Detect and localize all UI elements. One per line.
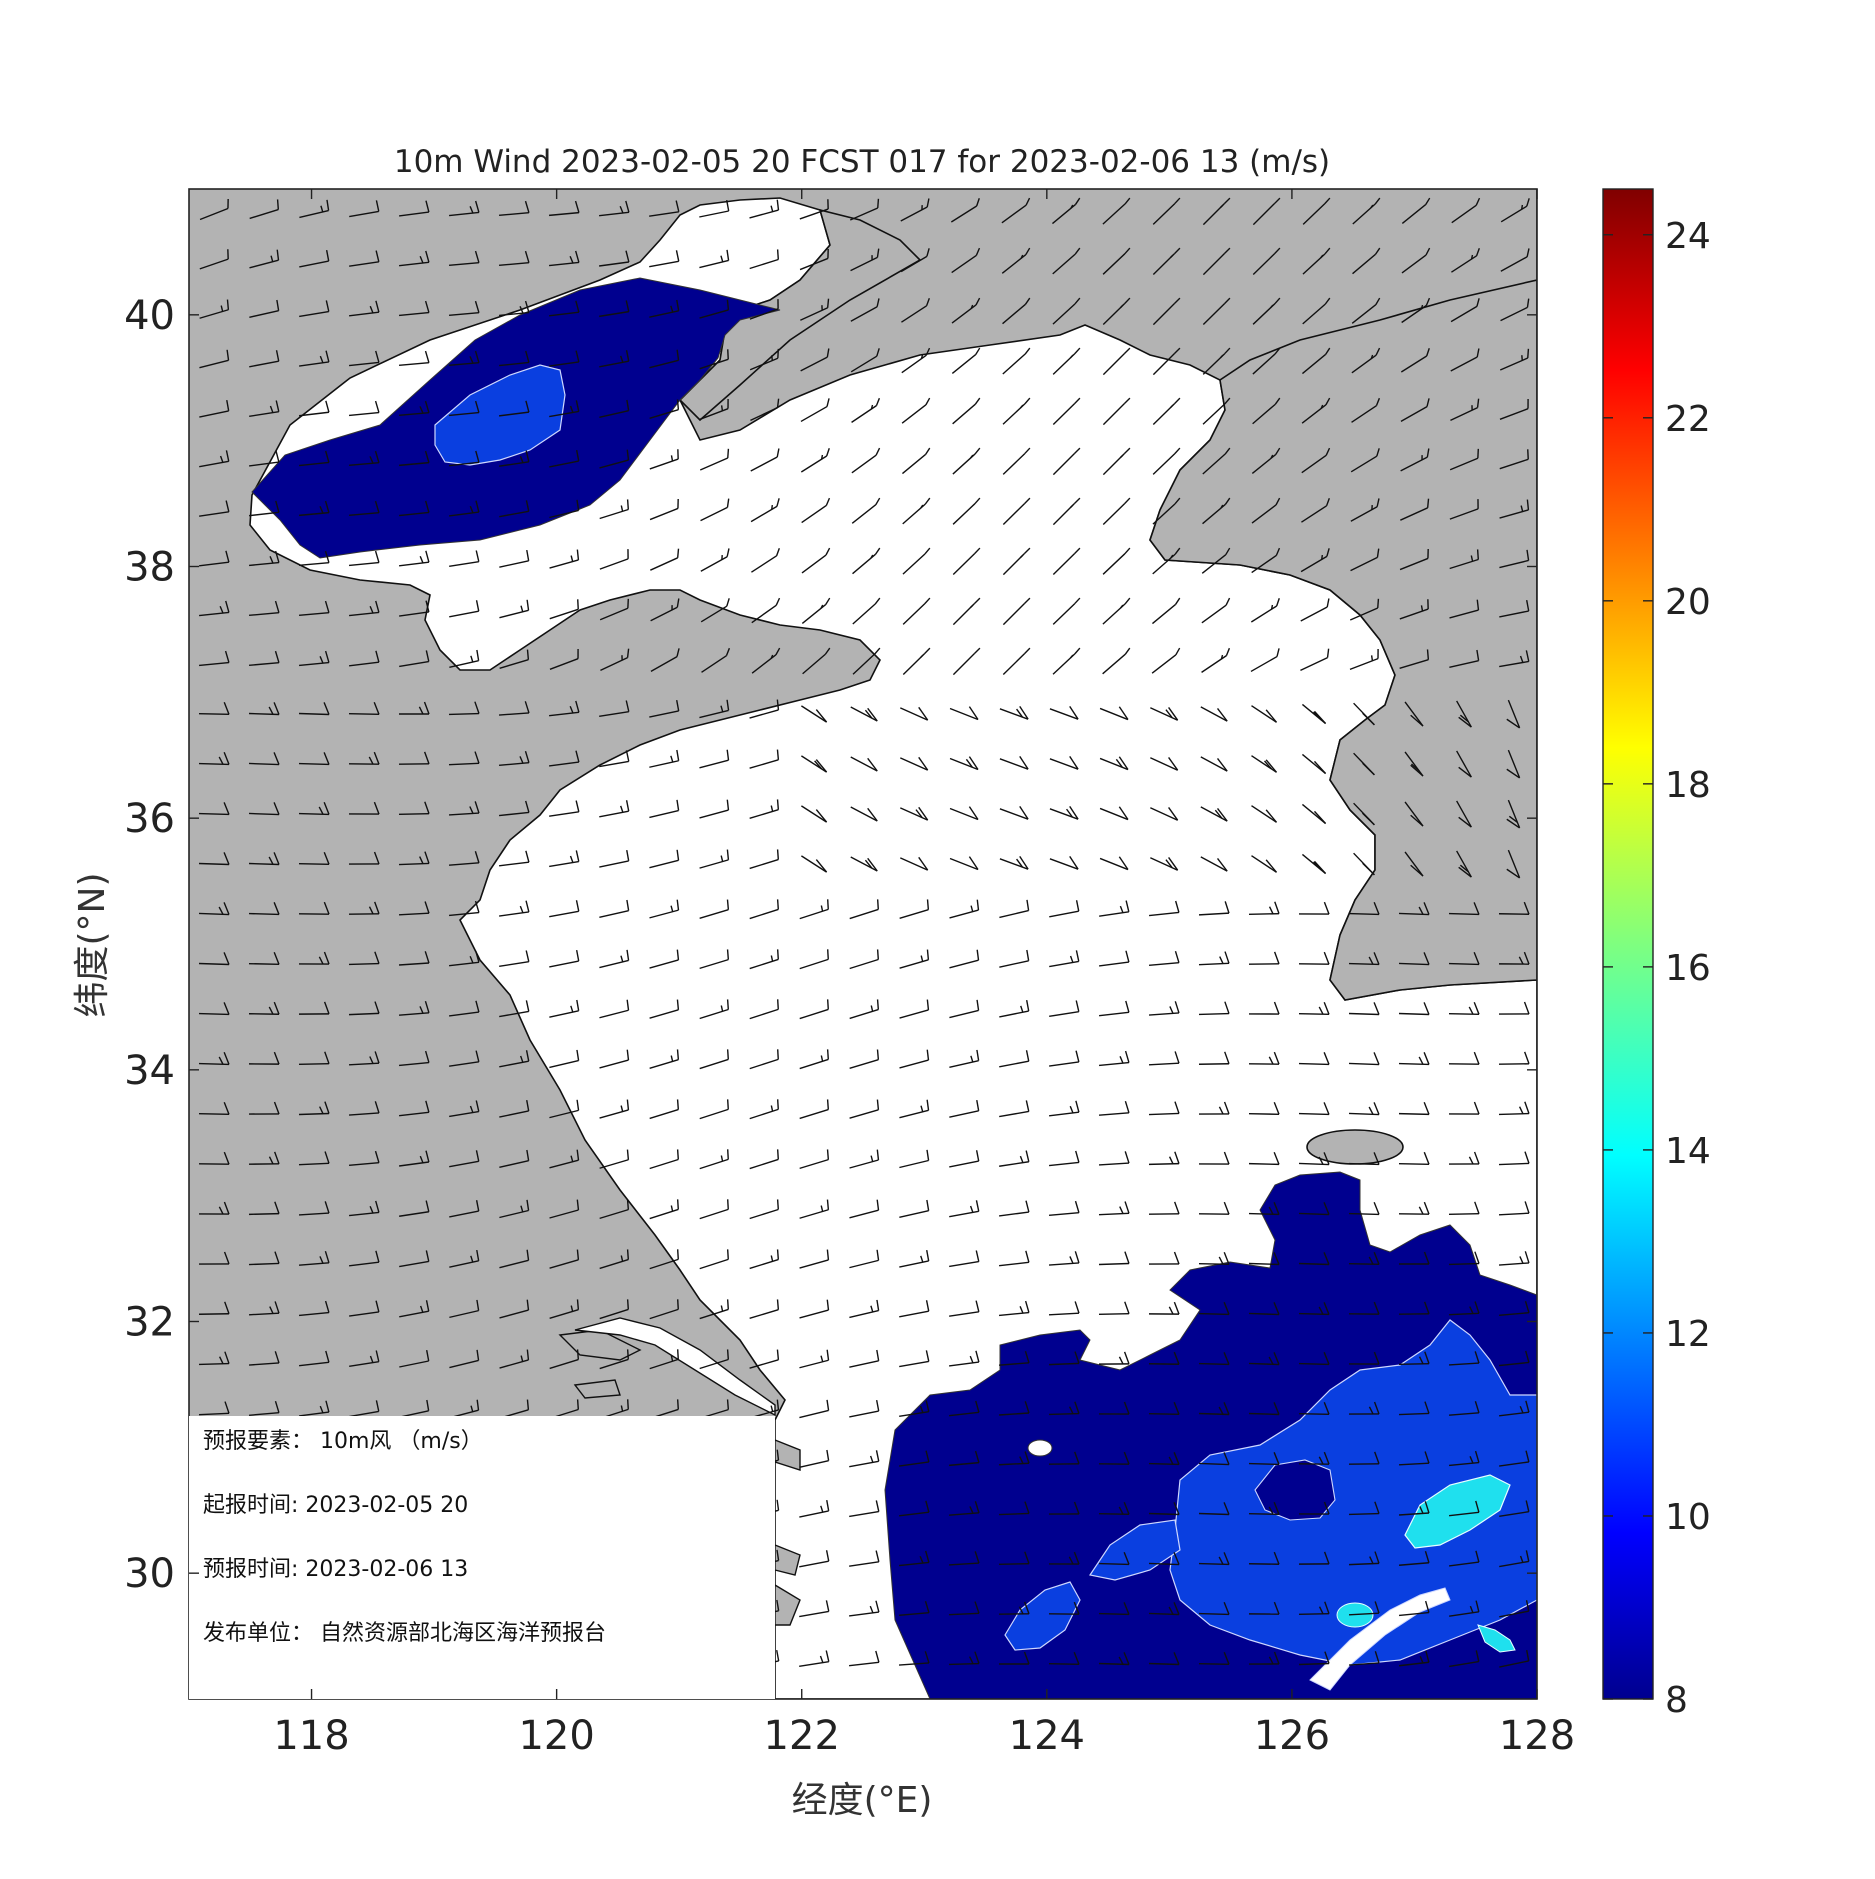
- y-tick-label: 34: [124, 1048, 175, 1094]
- y-axis-label: 纬度(°N): [72, 872, 113, 1017]
- x-tick-label: 118: [273, 1713, 349, 1759]
- colorbar-tick-label: 12: [1665, 1314, 1711, 1355]
- colorbar: 8 10 12 14 16 18 20 22 24: [1603, 189, 1711, 1721]
- y-tick-label: 30: [124, 1551, 175, 1597]
- x-tick-label: 126: [1254, 1713, 1330, 1759]
- colorbar-tick-label: 14: [1665, 1131, 1711, 1172]
- x-axis-label: 经度(°E): [792, 1780, 933, 1821]
- y-tick-label: 38: [124, 545, 175, 591]
- colorbar-ramp: [1603, 189, 1653, 1699]
- info-element: 预报要素： 10m风 （m/s）: [203, 1429, 483, 1454]
- colorbar-tick-label: 24: [1665, 216, 1711, 257]
- colorbar-tick-label: 16: [1665, 948, 1711, 989]
- colorbar-tick-label: 8: [1665, 1680, 1688, 1721]
- y-tick-label: 36: [124, 796, 175, 842]
- info-box: 预报要素： 10m风 （m/s） 起报时间: 2023-02-05 20 预报时…: [189, 1416, 775, 1699]
- jeju-island: [1307, 1130, 1403, 1164]
- info-publisher: 发布单位： 自然资源部北海区海洋预报台: [203, 1621, 606, 1646]
- x-tick-label: 124: [1009, 1713, 1085, 1759]
- colorbar-tick-label: 22: [1665, 399, 1711, 440]
- y-tick-label: 40: [124, 293, 175, 339]
- colorbar-tick-label: 10: [1665, 1497, 1711, 1538]
- x-tick-label: 120: [518, 1713, 594, 1759]
- chart-title: 10m Wind 2023-02-05 20 FCST 017 for 2023…: [394, 144, 1330, 180]
- colorbar-tick-label: 18: [1665, 765, 1711, 806]
- colorbar-tick-label: 20: [1665, 582, 1711, 623]
- info-valid-time: 预报时间: 2023-02-06 13: [203, 1557, 468, 1582]
- info-issue-time: 起报时间: 2023-02-05 20: [203, 1493, 468, 1518]
- x-tick-label: 128: [1499, 1713, 1575, 1759]
- x-tick-label: 122: [764, 1713, 840, 1759]
- y-tick-label: 32: [124, 1300, 175, 1346]
- calm-spot: [1028, 1440, 1052, 1456]
